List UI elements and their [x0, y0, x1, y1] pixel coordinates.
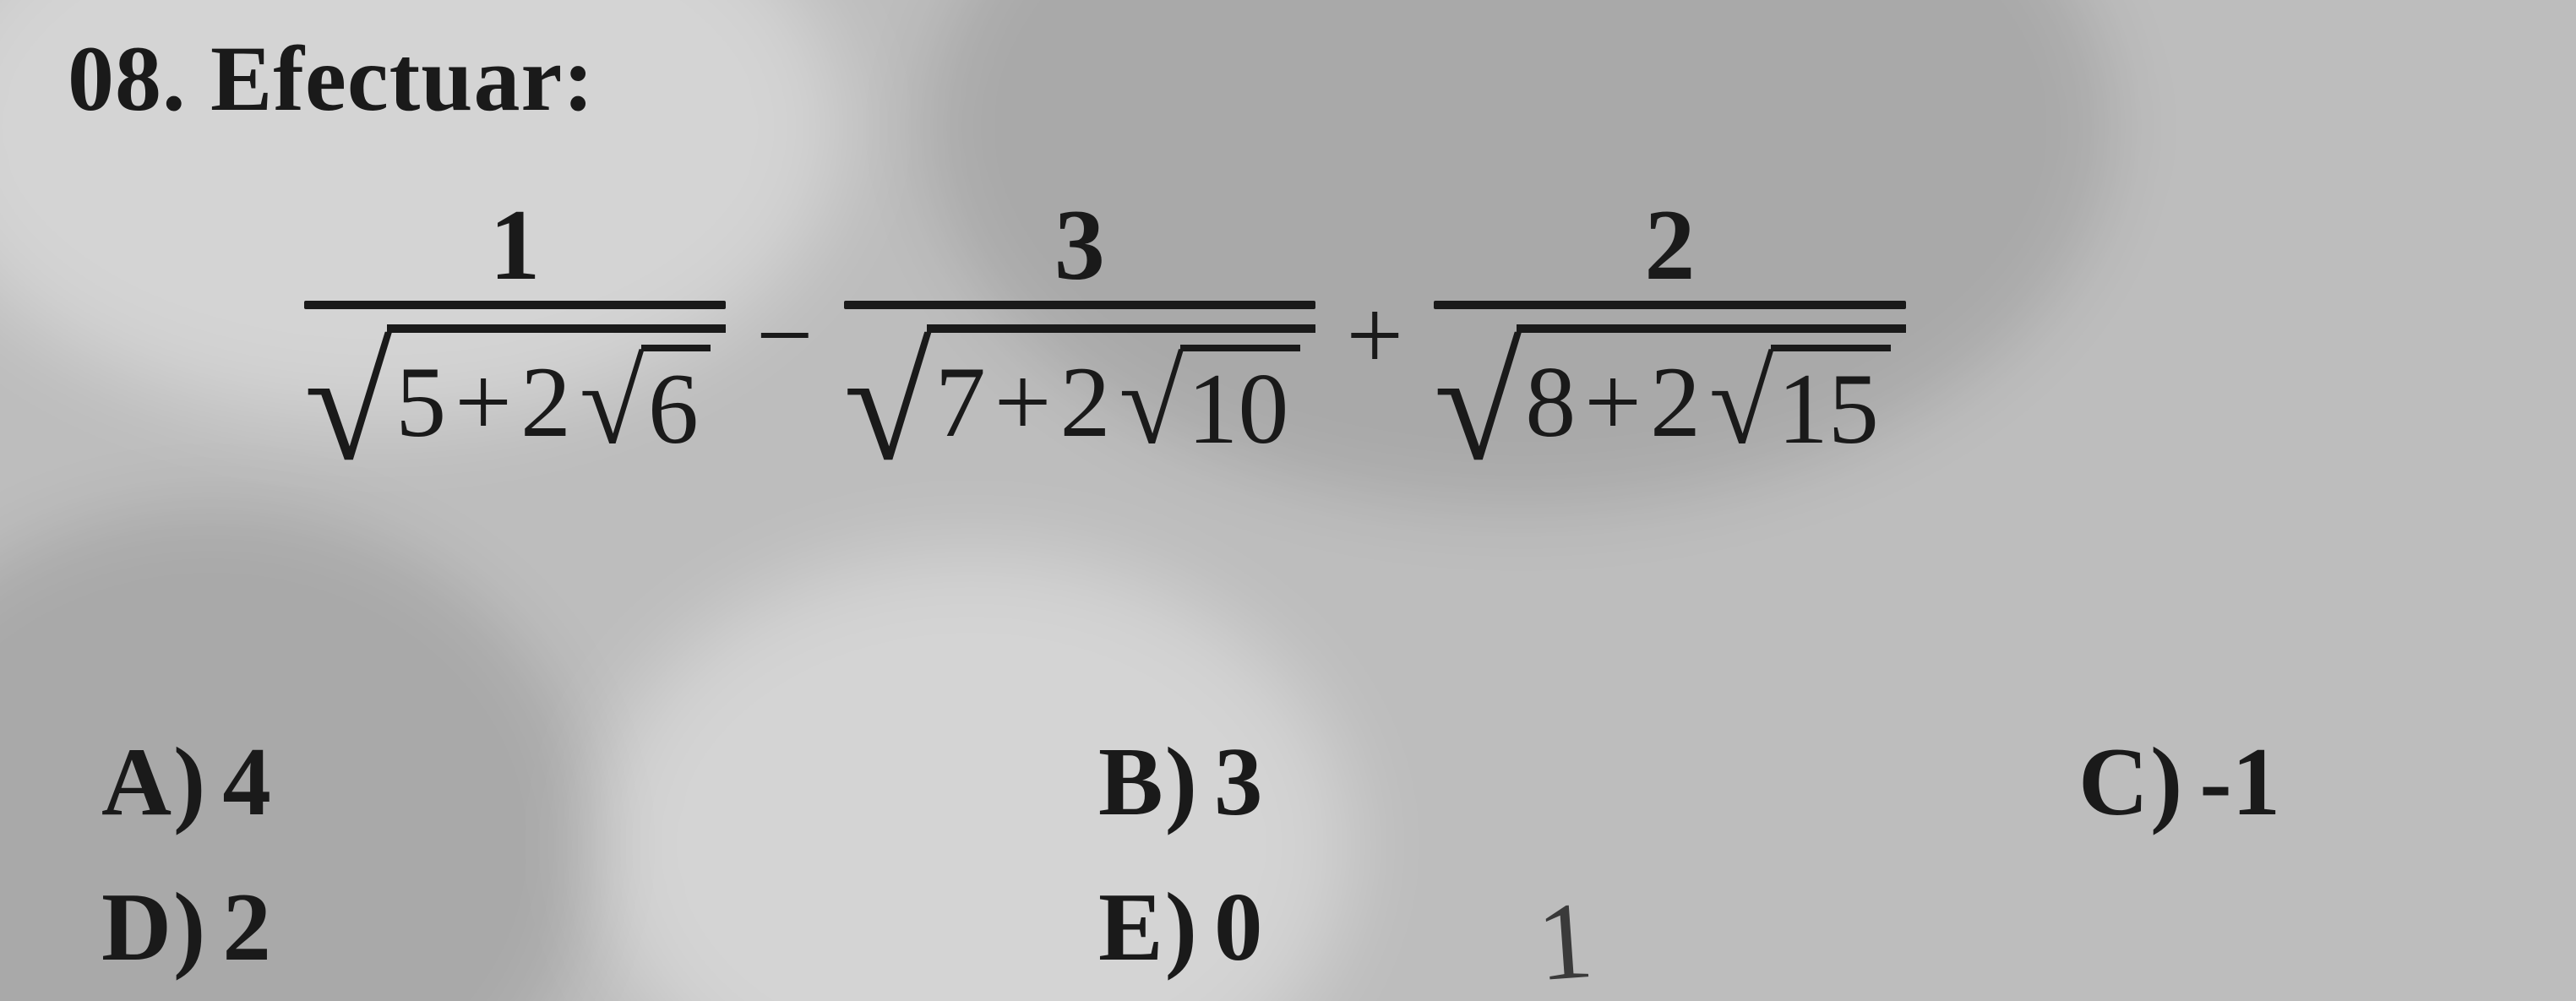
- radical-symbol-icon: √: [844, 343, 932, 478]
- radicand: 8 + 2 √ 15: [1517, 324, 1906, 460]
- expression: 1 √ 5 + 2 √ 6 −: [304, 194, 1906, 460]
- option-e[interactable]: E) 0: [1098, 872, 1263, 983]
- question-prompt: 08. Efectuar:: [68, 25, 595, 133]
- option-a[interactable]: A) 4: [101, 726, 271, 838]
- option-value: 3: [1214, 726, 1263, 838]
- inner-radical: √ 15: [1709, 345, 1891, 460]
- plus-icon: +: [1584, 351, 1642, 453]
- fraction-term-1: 1 √ 5 + 2 √ 6: [304, 194, 726, 460]
- question-number: 08.: [68, 27, 187, 130]
- denominator: √ 8 + 2 √ 15: [1434, 309, 1906, 460]
- radical-symbol-icon: √: [1434, 343, 1522, 478]
- inner-radical: √ 10: [1119, 345, 1300, 460]
- denominator: √ 5 + 2 √ 6: [304, 309, 726, 460]
- numerator: 1: [472, 194, 557, 301]
- radical-symbol-icon: √: [304, 343, 392, 478]
- radical-symbol-icon: √: [580, 356, 645, 471]
- fraction-term-2: 3 √ 7 + 2 √ 10: [844, 194, 1316, 460]
- outer-radical: √ 8 + 2 √ 15: [1434, 324, 1906, 460]
- radical-symbol-icon: √: [1119, 356, 1184, 471]
- option-label: C): [2078, 726, 2184, 838]
- plus-operator: +: [1341, 285, 1408, 386]
- numerator: 2: [1627, 194, 1712, 301]
- option-row-1: A) 4 B) 3 C) -1: [101, 726, 2484, 838]
- inner-radicand: 10: [1180, 345, 1300, 460]
- inner-radical: √ 6: [580, 345, 711, 460]
- option-value: 2: [222, 872, 271, 983]
- radicand: 5 + 2 √ 6: [387, 324, 726, 460]
- option-value: 4: [222, 726, 271, 838]
- outer-radical: √ 7 + 2 √ 10: [844, 324, 1316, 460]
- radicand: 7 + 2 √ 10: [927, 324, 1316, 460]
- option-label: B): [1098, 726, 1199, 838]
- radicand-coef: 2: [520, 351, 571, 453]
- option-value: -1: [2199, 726, 2280, 838]
- option-c[interactable]: C) -1: [2078, 726, 2280, 838]
- answer-options: A) 4 B) 3 C) -1 D) 2: [101, 726, 2484, 1001]
- fraction-bar: [844, 301, 1316, 309]
- radical-symbol-icon: √: [1709, 356, 1774, 471]
- fraction-bar: [304, 301, 726, 309]
- fraction-term-3: 2 √ 8 + 2 √ 15: [1434, 194, 1906, 460]
- plus-icon: +: [994, 351, 1052, 453]
- option-d[interactable]: D) 2: [101, 872, 271, 983]
- radicand-coef: 2: [1650, 351, 1701, 453]
- radicand-sum: 5: [395, 351, 446, 453]
- option-label: A): [101, 726, 207, 838]
- inner-radicand: 6: [641, 345, 711, 460]
- outer-radical: √ 5 + 2 √ 6: [304, 324, 726, 460]
- minus-operator: −: [751, 285, 819, 386]
- radicand-sum: 8: [1525, 351, 1576, 453]
- radicand-sum: 7: [935, 351, 986, 453]
- question-text: Efectuar:: [210, 27, 595, 130]
- option-label: E): [1098, 872, 1199, 983]
- numerator: 3: [1037, 194, 1122, 301]
- option-label: D): [101, 872, 207, 983]
- page: 08. Efectuar: 1 √ 5 + 2 √ 6: [0, 0, 2576, 1001]
- fraction-bar: [1434, 301, 1906, 309]
- option-value: 0: [1214, 872, 1263, 983]
- denominator: √ 7 + 2 √ 10: [844, 309, 1316, 460]
- plus-icon: +: [455, 351, 512, 453]
- inner-radicand: 15: [1771, 345, 1891, 460]
- option-b[interactable]: B) 3: [1098, 726, 1263, 838]
- radicand-coef: 2: [1059, 351, 1110, 453]
- option-row-2: D) 2 E) 0: [101, 872, 2484, 983]
